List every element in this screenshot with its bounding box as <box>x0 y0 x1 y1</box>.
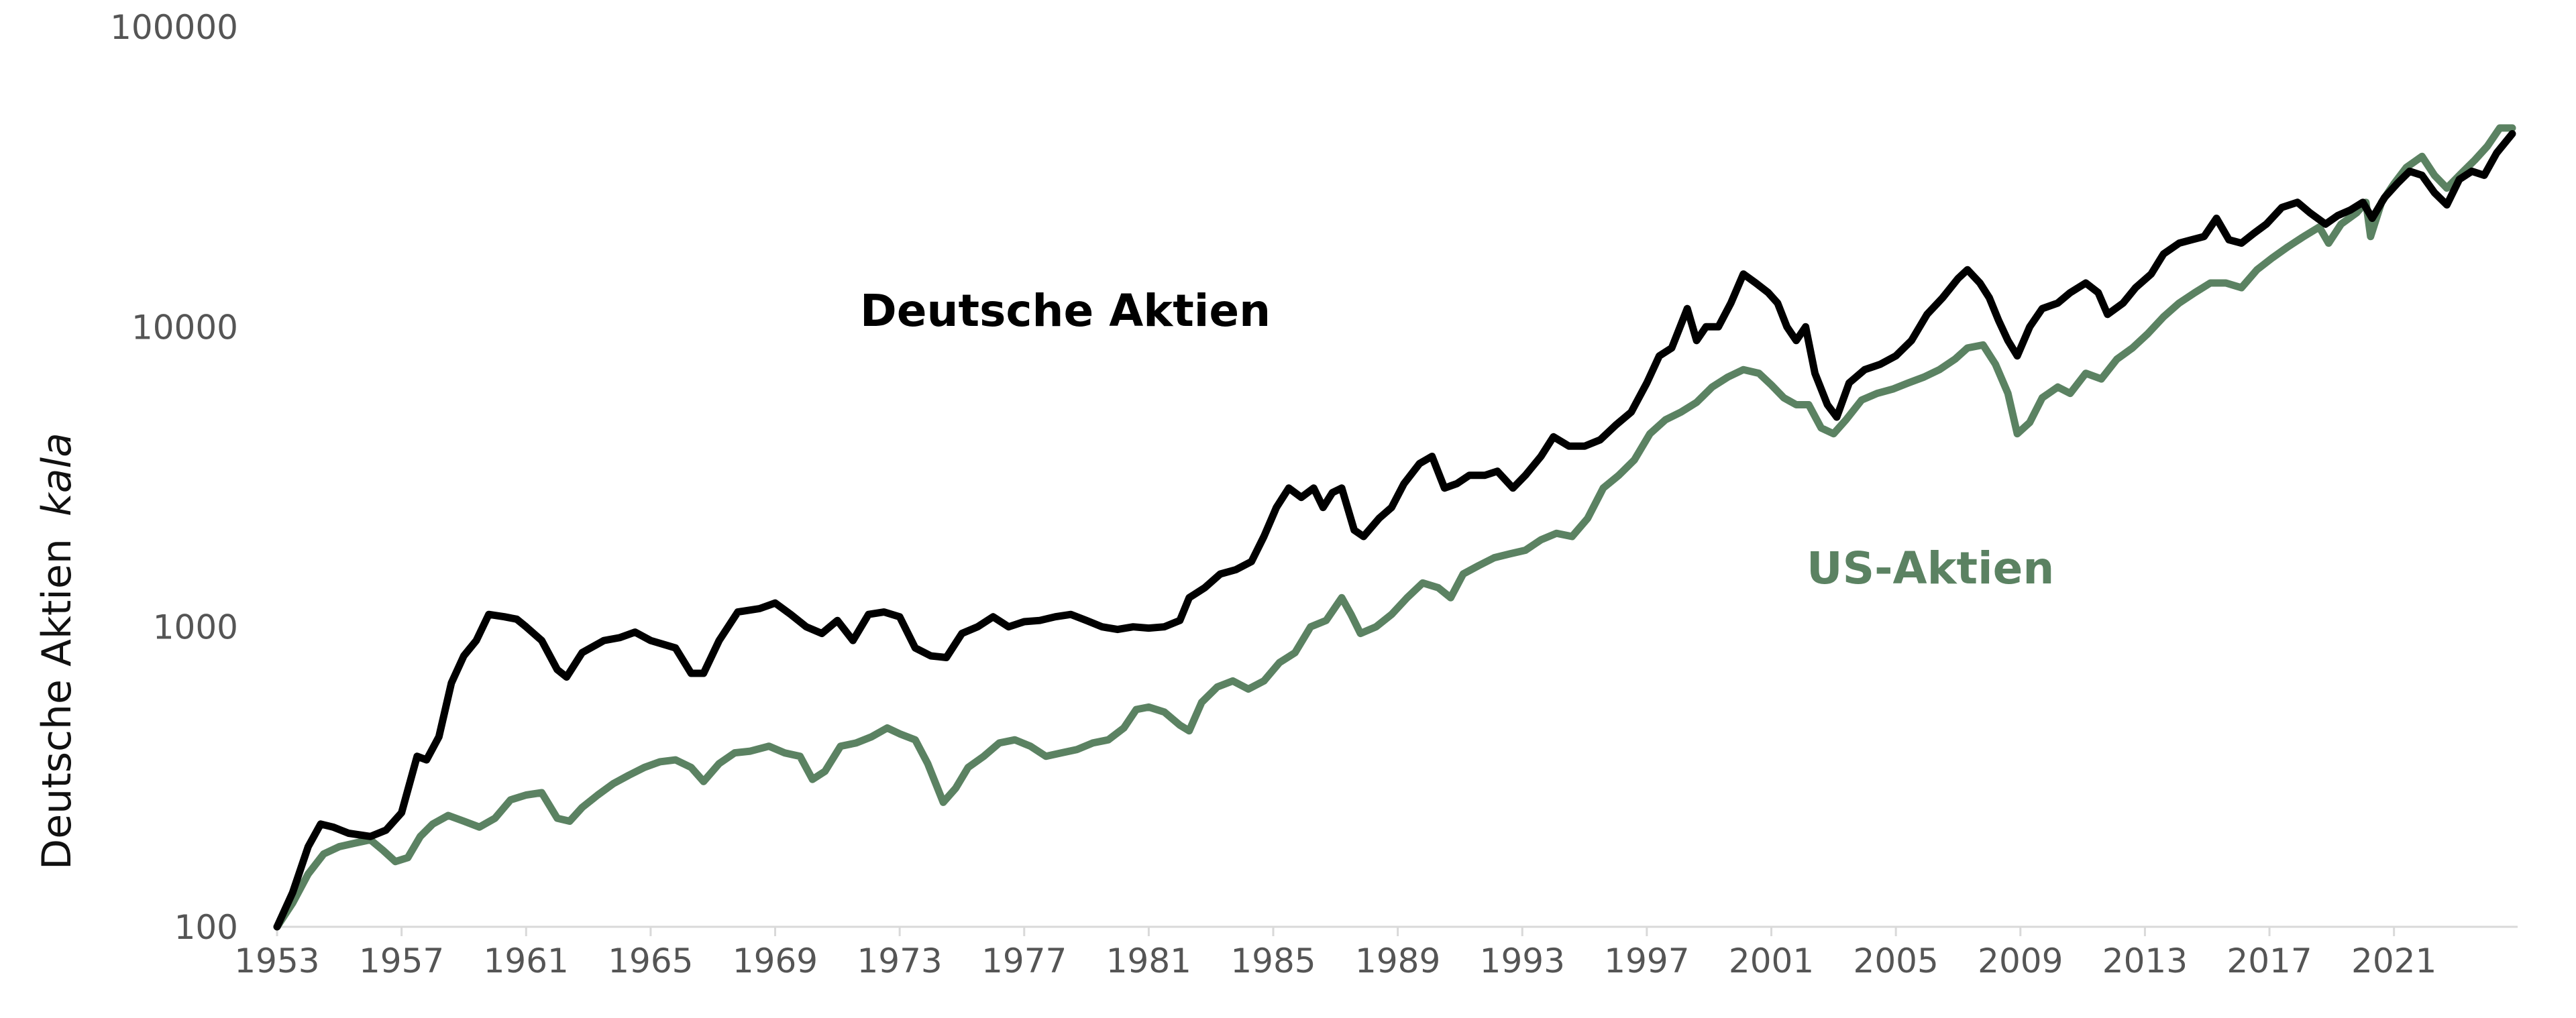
x-tick-label: 2005 <box>1854 942 1939 980</box>
series-label-us-aktien: US-Aktien <box>1807 543 2054 594</box>
x-tick-label: 1977 <box>981 942 1067 980</box>
x-tick-label: 1989 <box>1355 942 1440 980</box>
series-line-deutsche-aktien <box>273 130 2516 931</box>
y-axis-title-italic: kala <box>34 433 80 516</box>
x-tick-label: 1961 <box>484 942 569 980</box>
series-label-deutsche-aktien: Deutsche Aktien <box>860 285 1271 337</box>
y-tick-label: 100 <box>174 908 238 947</box>
x-tick-label: 2009 <box>1978 942 2063 980</box>
y-tick-label: 100000 <box>110 8 238 47</box>
y-axis-ticks: 100 1000 10000 100000 <box>110 8 238 947</box>
x-tick-label: 1957 <box>359 942 444 980</box>
series-line-us-aktien <box>273 124 2516 931</box>
x-tick-label: 1973 <box>857 942 943 980</box>
x-axis-ticks: 1953 1957 1961 1965 1969 1973 1977 1981 1985 1989… <box>234 927 2436 980</box>
x-tick-label: 1953 <box>234 942 319 980</box>
x-tick-label: 1993 <box>1480 942 1565 980</box>
y-axis-title: Deutsche Aktien kala <box>34 433 80 870</box>
y-tick-label: 10000 <box>131 308 238 347</box>
x-tick-label: 2013 <box>2102 942 2188 980</box>
x-tick-label: 2021 <box>2351 942 2436 980</box>
x-tick-label: 1965 <box>608 942 693 980</box>
x-tick-label: 1981 <box>1106 942 1191 980</box>
x-tick-label: 1985 <box>1230 942 1316 980</box>
x-tick-label: 2001 <box>1729 942 1814 980</box>
y-tick-label: 1000 <box>153 608 238 647</box>
x-tick-label: 1997 <box>1604 942 1689 980</box>
x-tick-label: 2017 <box>2226 942 2312 980</box>
series-layer: Deutsche Aktien US-Aktien <box>273 124 2516 931</box>
x-tick-label: 1969 <box>733 942 818 980</box>
y-axis-title-main: Deutsche Aktien <box>34 539 80 870</box>
